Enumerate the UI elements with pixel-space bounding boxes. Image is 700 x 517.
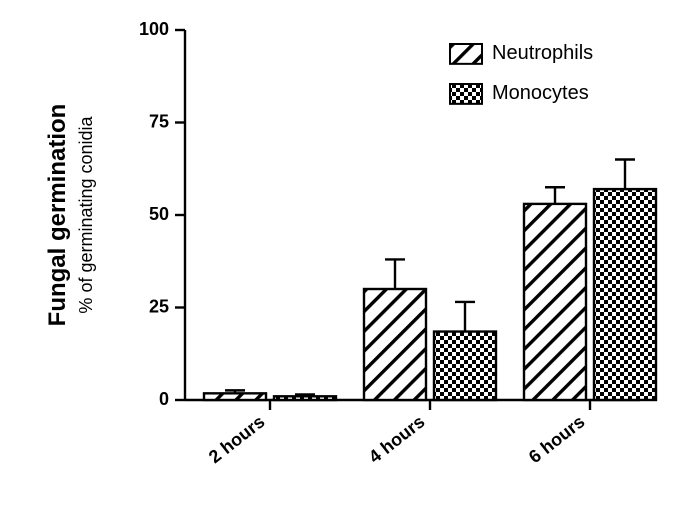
y-tick-label: 25 [149, 296, 169, 316]
legend-label: Monocytes [492, 82, 589, 104]
y-tick-label: 75 [149, 111, 169, 131]
bar-chart: 0 25 50 75 100 Fungal germination% of germina… [0, 0, 700, 517]
bar [364, 289, 426, 400]
bar [594, 189, 656, 400]
y-tick-label: 0 [159, 389, 169, 409]
legend-swatch [450, 44, 482, 64]
legend-label: Neutrophils [492, 42, 593, 64]
y-axis-title-main: Fungal germination [44, 104, 71, 327]
legend-swatch [450, 84, 482, 104]
y-tick-label: 50 [149, 204, 169, 224]
x-category-label: 4 hours [365, 411, 429, 467]
bar [524, 204, 586, 400]
bar [434, 332, 496, 400]
y-axis-title-sub: % of germinating conidia [76, 115, 96, 313]
bar [204, 393, 266, 400]
y-tick-label: 100 [139, 19, 169, 39]
bar [274, 396, 336, 400]
x-category-label: 2 hours [205, 411, 269, 467]
x-category-label: 6 hours [525, 411, 589, 467]
